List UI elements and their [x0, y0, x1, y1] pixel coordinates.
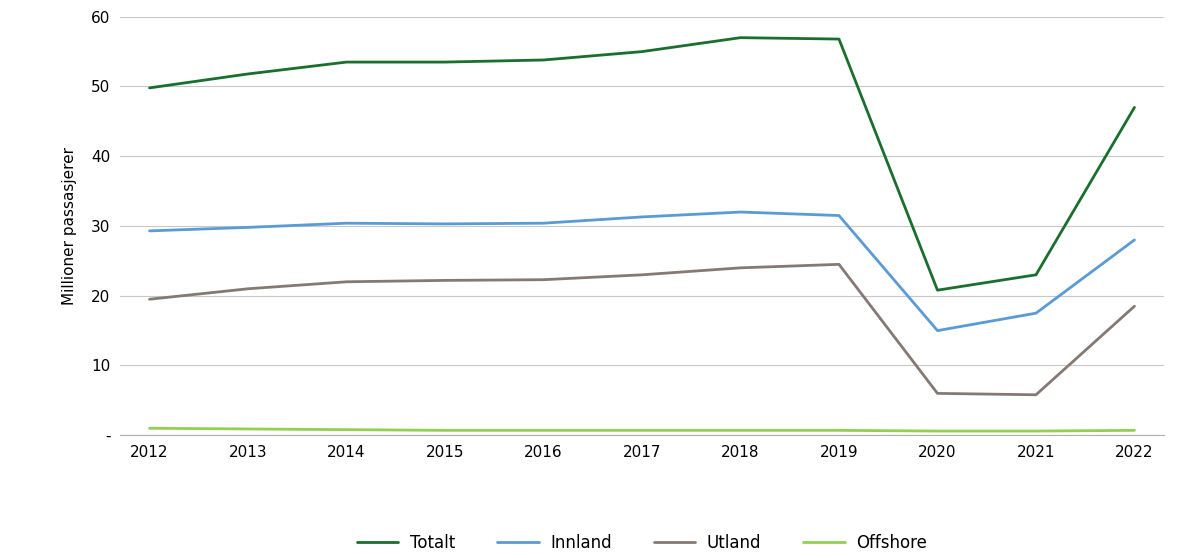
Totalt [930, 287, 944, 294]
Innland [241, 224, 256, 231]
Line: Totalt: Totalt [150, 37, 1134, 290]
Innland [536, 220, 551, 227]
Offshore [635, 427, 649, 434]
Totalt [438, 59, 452, 65]
Totalt [143, 85, 157, 92]
Innland [635, 214, 649, 220]
Y-axis label: Millioner passasjerer: Millioner passasjerer [62, 147, 77, 305]
Innland [930, 327, 944, 334]
Innland [438, 220, 452, 227]
Offshore [438, 427, 452, 434]
Utland [733, 264, 748, 271]
Utland [635, 272, 649, 278]
Totalt [536, 57, 551, 64]
Totalt [733, 34, 748, 41]
Offshore [1028, 427, 1043, 434]
Utland [241, 285, 256, 292]
Innland [832, 212, 846, 219]
Innland [733, 209, 748, 215]
Totalt [340, 59, 354, 65]
Totalt [635, 49, 649, 55]
Totalt [241, 71, 256, 78]
Line: Innland: Innland [150, 212, 1134, 330]
Offshore [143, 425, 157, 432]
Totalt [1127, 104, 1141, 110]
Offshore [241, 426, 256, 432]
Utland [438, 277, 452, 283]
Utland [340, 278, 354, 285]
Line: Utland: Utland [150, 264, 1134, 395]
Utland [143, 296, 157, 302]
Offshore [536, 427, 551, 434]
Utland [930, 390, 944, 397]
Utland [832, 261, 846, 268]
Offshore [930, 427, 944, 434]
Innland [340, 220, 354, 227]
Offshore [340, 426, 354, 433]
Line: Offshore: Offshore [150, 429, 1134, 431]
Legend: Totalt, Innland, Utland, Offshore: Totalt, Innland, Utland, Offshore [350, 527, 934, 558]
Totalt [832, 36, 846, 42]
Innland [143, 228, 157, 234]
Innland [1127, 237, 1141, 243]
Offshore [1127, 427, 1141, 434]
Offshore [832, 427, 846, 434]
Offshore [733, 427, 748, 434]
Innland [1028, 310, 1043, 316]
Totalt [1028, 272, 1043, 278]
Utland [536, 276, 551, 283]
Utland [1028, 392, 1043, 398]
Utland [1127, 303, 1141, 310]
